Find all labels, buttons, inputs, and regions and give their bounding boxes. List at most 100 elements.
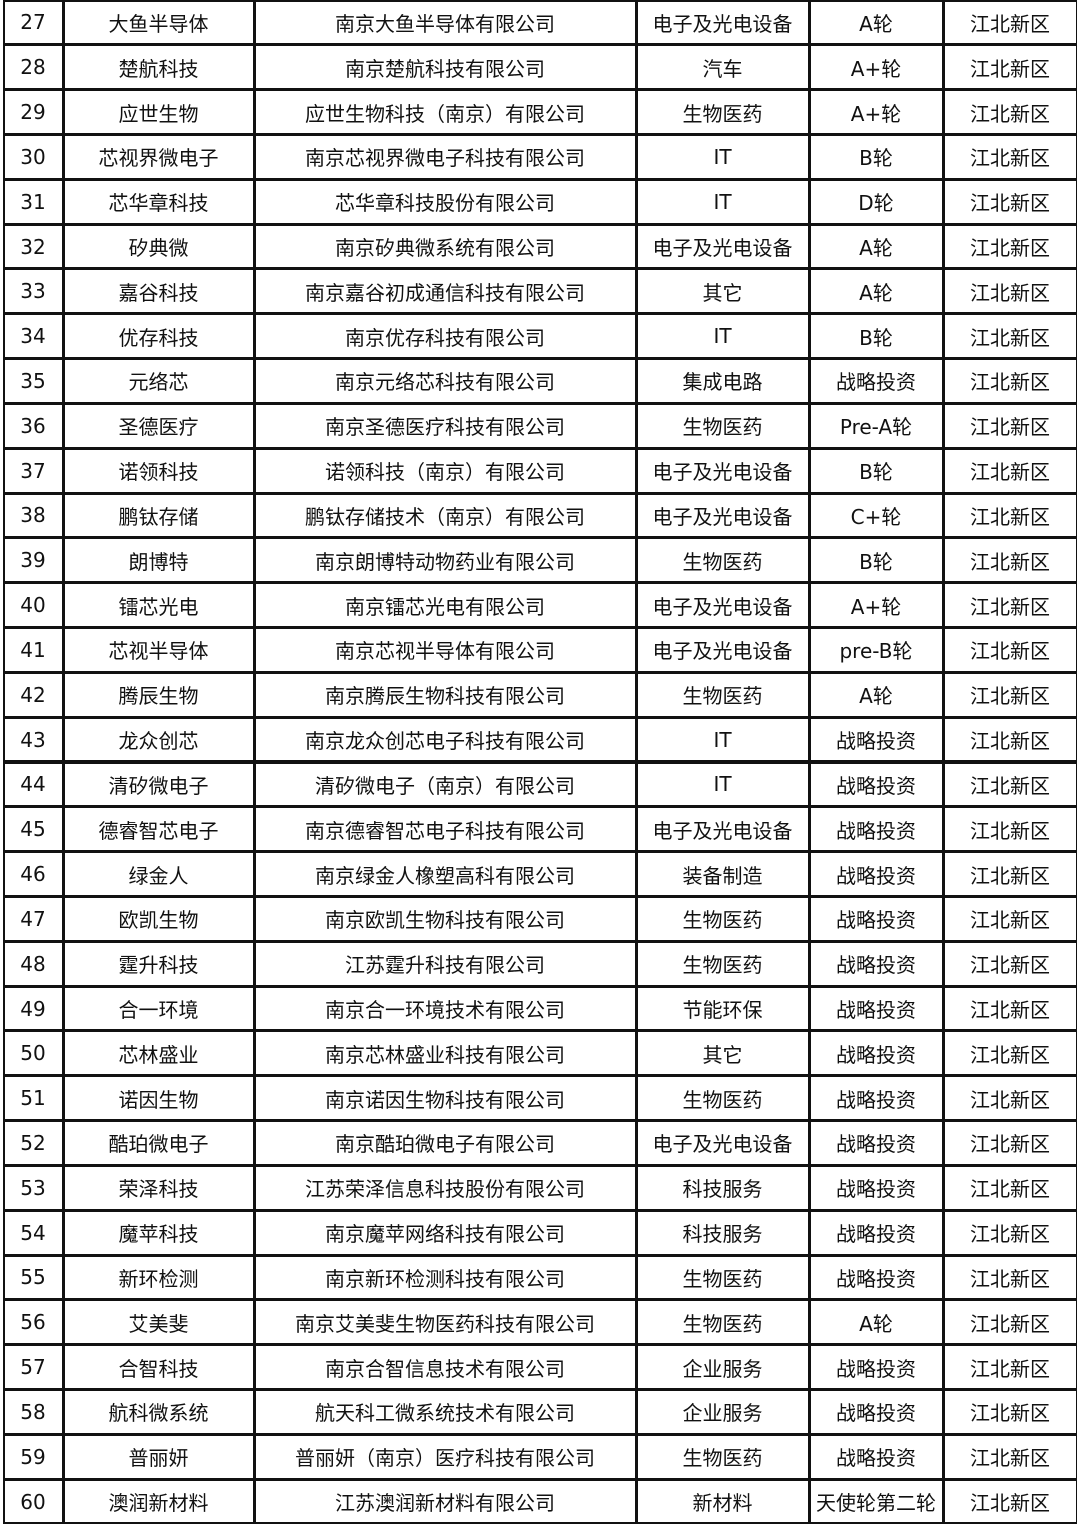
short-name: 酷珀微电子: [64, 1122, 253, 1164]
district: 江北新区: [944, 1391, 1076, 1433]
short-name: 合一环境: [64, 987, 253, 1030]
industry: 科技服务: [637, 1211, 808, 1254]
row-number: 29: [4, 91, 62, 133]
industry: IT: [637, 315, 808, 358]
industry: 汽车: [637, 46, 808, 89]
row-number: 52: [4, 1122, 62, 1164]
row-number: 40: [4, 584, 62, 627]
round: 战略投资: [810, 853, 942, 895]
company-name: 南京腾辰生物科技有限公司: [255, 673, 635, 716]
district: 江北新区: [944, 942, 1076, 985]
district: 江北新区: [944, 449, 1076, 492]
company-name: 南京嘉谷初成通信科技有限公司: [255, 270, 635, 313]
short-name: 荣泽科技: [64, 1166, 253, 1209]
company-name: 江苏霆升科技有限公司: [255, 942, 635, 985]
district: 江北新区: [944, 1, 1076, 44]
row-number: 48: [4, 942, 62, 985]
industry: 生物医药: [637, 404, 808, 447]
round: 战略投资: [810, 1077, 942, 1120]
round: 战略投资: [810, 1346, 942, 1389]
company-name: 江苏荣泽信息科技股份有限公司: [255, 1166, 635, 1209]
district: 江北新区: [944, 1301, 1076, 1344]
company-name: 南京魔苹网络科技有限公司: [255, 1211, 635, 1254]
district: 江北新区: [944, 673, 1076, 716]
short-name: 芯林盛业: [64, 1032, 253, 1075]
short-name: 魔苹科技: [64, 1211, 253, 1254]
district: 江北新区: [944, 135, 1076, 178]
round: B轮: [810, 135, 942, 178]
industry: 生物医药: [637, 539, 808, 582]
company-name: 南京新环检测科技有限公司: [255, 1256, 635, 1299]
industry: 电子及光电设备: [637, 225, 808, 268]
industry: 科技服务: [637, 1166, 808, 1209]
row-number: 36: [4, 404, 62, 447]
round: B轮: [810, 315, 942, 358]
row-number: 49: [4, 987, 62, 1030]
round: A+轮: [810, 91, 942, 133]
district: 江北新区: [944, 853, 1076, 895]
row-number: 37: [4, 449, 62, 492]
row-number: 30: [4, 135, 62, 178]
row-number: 39: [4, 539, 62, 582]
round: A轮: [810, 1301, 942, 1344]
company-name: 南京德睿智芯电子科技有限公司: [255, 808, 635, 851]
row-number: 33: [4, 270, 62, 313]
round: A轮: [810, 270, 942, 313]
short-name: 朗博特: [64, 539, 253, 582]
industry: 企业服务: [637, 1346, 808, 1389]
company-name: 南京芯视界微电子科技有限公司: [255, 135, 635, 178]
short-name: 鹏钛存储: [64, 494, 253, 537]
company-name: 应世生物科技（南京）有限公司: [255, 91, 635, 133]
round: B轮: [810, 449, 942, 492]
row-number: 56: [4, 1301, 62, 1344]
district: 江北新区: [944, 897, 1076, 940]
row-number: 27: [4, 1, 62, 44]
industry: 企业服务: [637, 1391, 808, 1433]
industry: 电子及光电设备: [637, 449, 808, 492]
round: A轮: [810, 225, 942, 268]
industry: 生物医药: [637, 1435, 808, 1478]
round: D轮: [810, 180, 942, 223]
round: 战略投资: [810, 897, 942, 940]
industry: 生物医药: [637, 1077, 808, 1120]
round: 战略投资: [810, 1435, 942, 1478]
industry: 节能环保: [637, 987, 808, 1030]
row-number: 31: [4, 180, 62, 223]
district: 江北新区: [944, 1032, 1076, 1075]
company-name: 南京诺因生物科技有限公司: [255, 1077, 635, 1120]
district: 江北新区: [944, 763, 1076, 806]
industry: IT: [637, 763, 808, 806]
short-name: 普丽妍: [64, 1435, 253, 1478]
round: 战略投资: [810, 808, 942, 851]
district: 江北新区: [944, 718, 1076, 761]
district: 江北新区: [944, 1166, 1076, 1209]
company-name: 南京欧凯生物科技有限公司: [255, 897, 635, 940]
row-number: 57: [4, 1346, 62, 1389]
short-name: 艾美斐: [64, 1301, 253, 1344]
company-name: 南京芯林盛业科技有限公司: [255, 1032, 635, 1075]
row-number: 50: [4, 1032, 62, 1075]
round: 战略投资: [810, 1256, 942, 1299]
industry: 生物医药: [637, 897, 808, 940]
short-name: 元络芯: [64, 360, 253, 402]
company-name: 南京优存科技有限公司: [255, 315, 635, 358]
row-number: 38: [4, 494, 62, 537]
company-name: 南京艾美斐生物医药科技有限公司: [255, 1301, 635, 1344]
short-name: 芯华章科技: [64, 180, 253, 223]
industry: 生物医药: [637, 673, 808, 716]
district: 江北新区: [944, 1480, 1076, 1523]
row-number: 46: [4, 853, 62, 895]
industry: 装备制造: [637, 853, 808, 895]
table-grid: 27 大鱼半导体 南京大鱼半导体有限公司 电子及光电设备 A轮 江北新区 28 楚航科技 南京楚…: [3, 0, 1077, 1524]
district: 江北新区: [944, 1211, 1076, 1254]
district: 江北新区: [944, 539, 1076, 582]
short-name: 清矽微电子: [64, 763, 253, 806]
short-name: 霆升科技: [64, 942, 253, 985]
company-name: 南京朗博特动物药业有限公司: [255, 539, 635, 582]
industry: IT: [637, 135, 808, 178]
round: C+轮: [810, 494, 942, 537]
district: 江北新区: [944, 270, 1076, 313]
company-name: 芯华章科技股份有限公司: [255, 180, 635, 223]
row-number: 41: [4, 629, 62, 671]
row-number: 58: [4, 1391, 62, 1433]
